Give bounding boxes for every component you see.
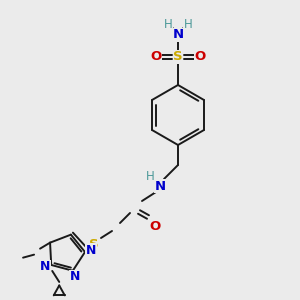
Text: H: H (164, 17, 172, 31)
Text: N: N (70, 270, 80, 283)
Text: N: N (86, 244, 96, 256)
Text: O: O (149, 220, 161, 232)
Text: N: N (40, 260, 50, 274)
Text: O: O (194, 50, 206, 64)
Text: S: S (89, 238, 99, 251)
Text: O: O (150, 50, 162, 64)
Text: H: H (184, 17, 192, 31)
Text: S: S (173, 50, 183, 64)
Text: H: H (146, 170, 154, 184)
Text: N: N (172, 28, 184, 41)
Text: N: N (154, 179, 166, 193)
